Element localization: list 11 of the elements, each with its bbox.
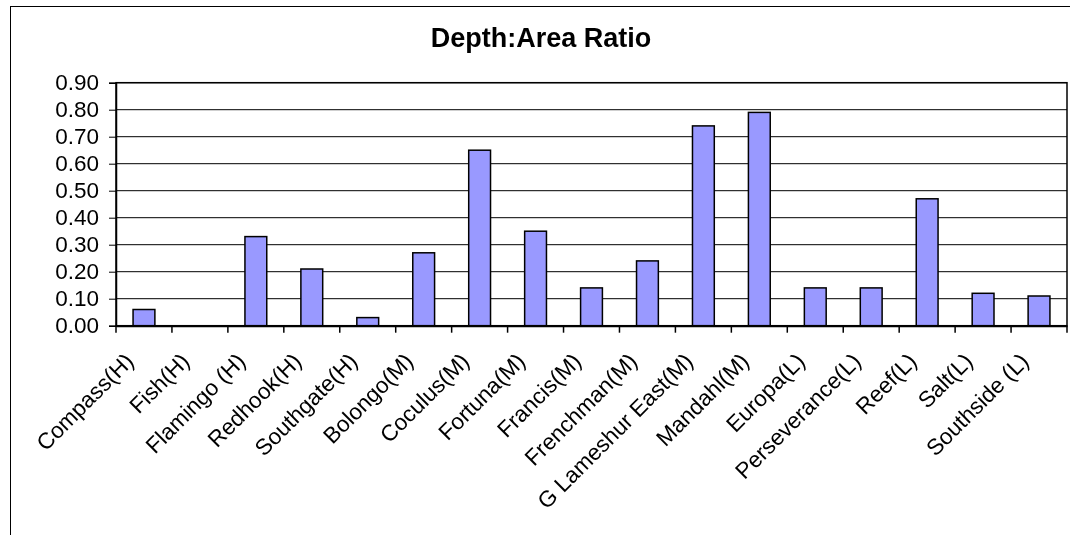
y-tick-label: 0.90 — [55, 70, 99, 96]
y-tick-label: 0.80 — [55, 97, 99, 123]
y-tick-label: 0.20 — [55, 259, 99, 285]
y-tick-label: 0.50 — [55, 178, 99, 204]
y-tick-label: 0.30 — [55, 232, 99, 258]
y-tick-label: 0.00 — [55, 313, 99, 339]
y-tick-label: 0.60 — [55, 151, 99, 177]
chart-title: Depth:Area Ratio — [430, 23, 652, 53]
y-tick-label: 0.40 — [55, 205, 99, 231]
y-tick-label: 0.70 — [55, 124, 99, 150]
y-tick-label: 0.10 — [55, 286, 99, 312]
